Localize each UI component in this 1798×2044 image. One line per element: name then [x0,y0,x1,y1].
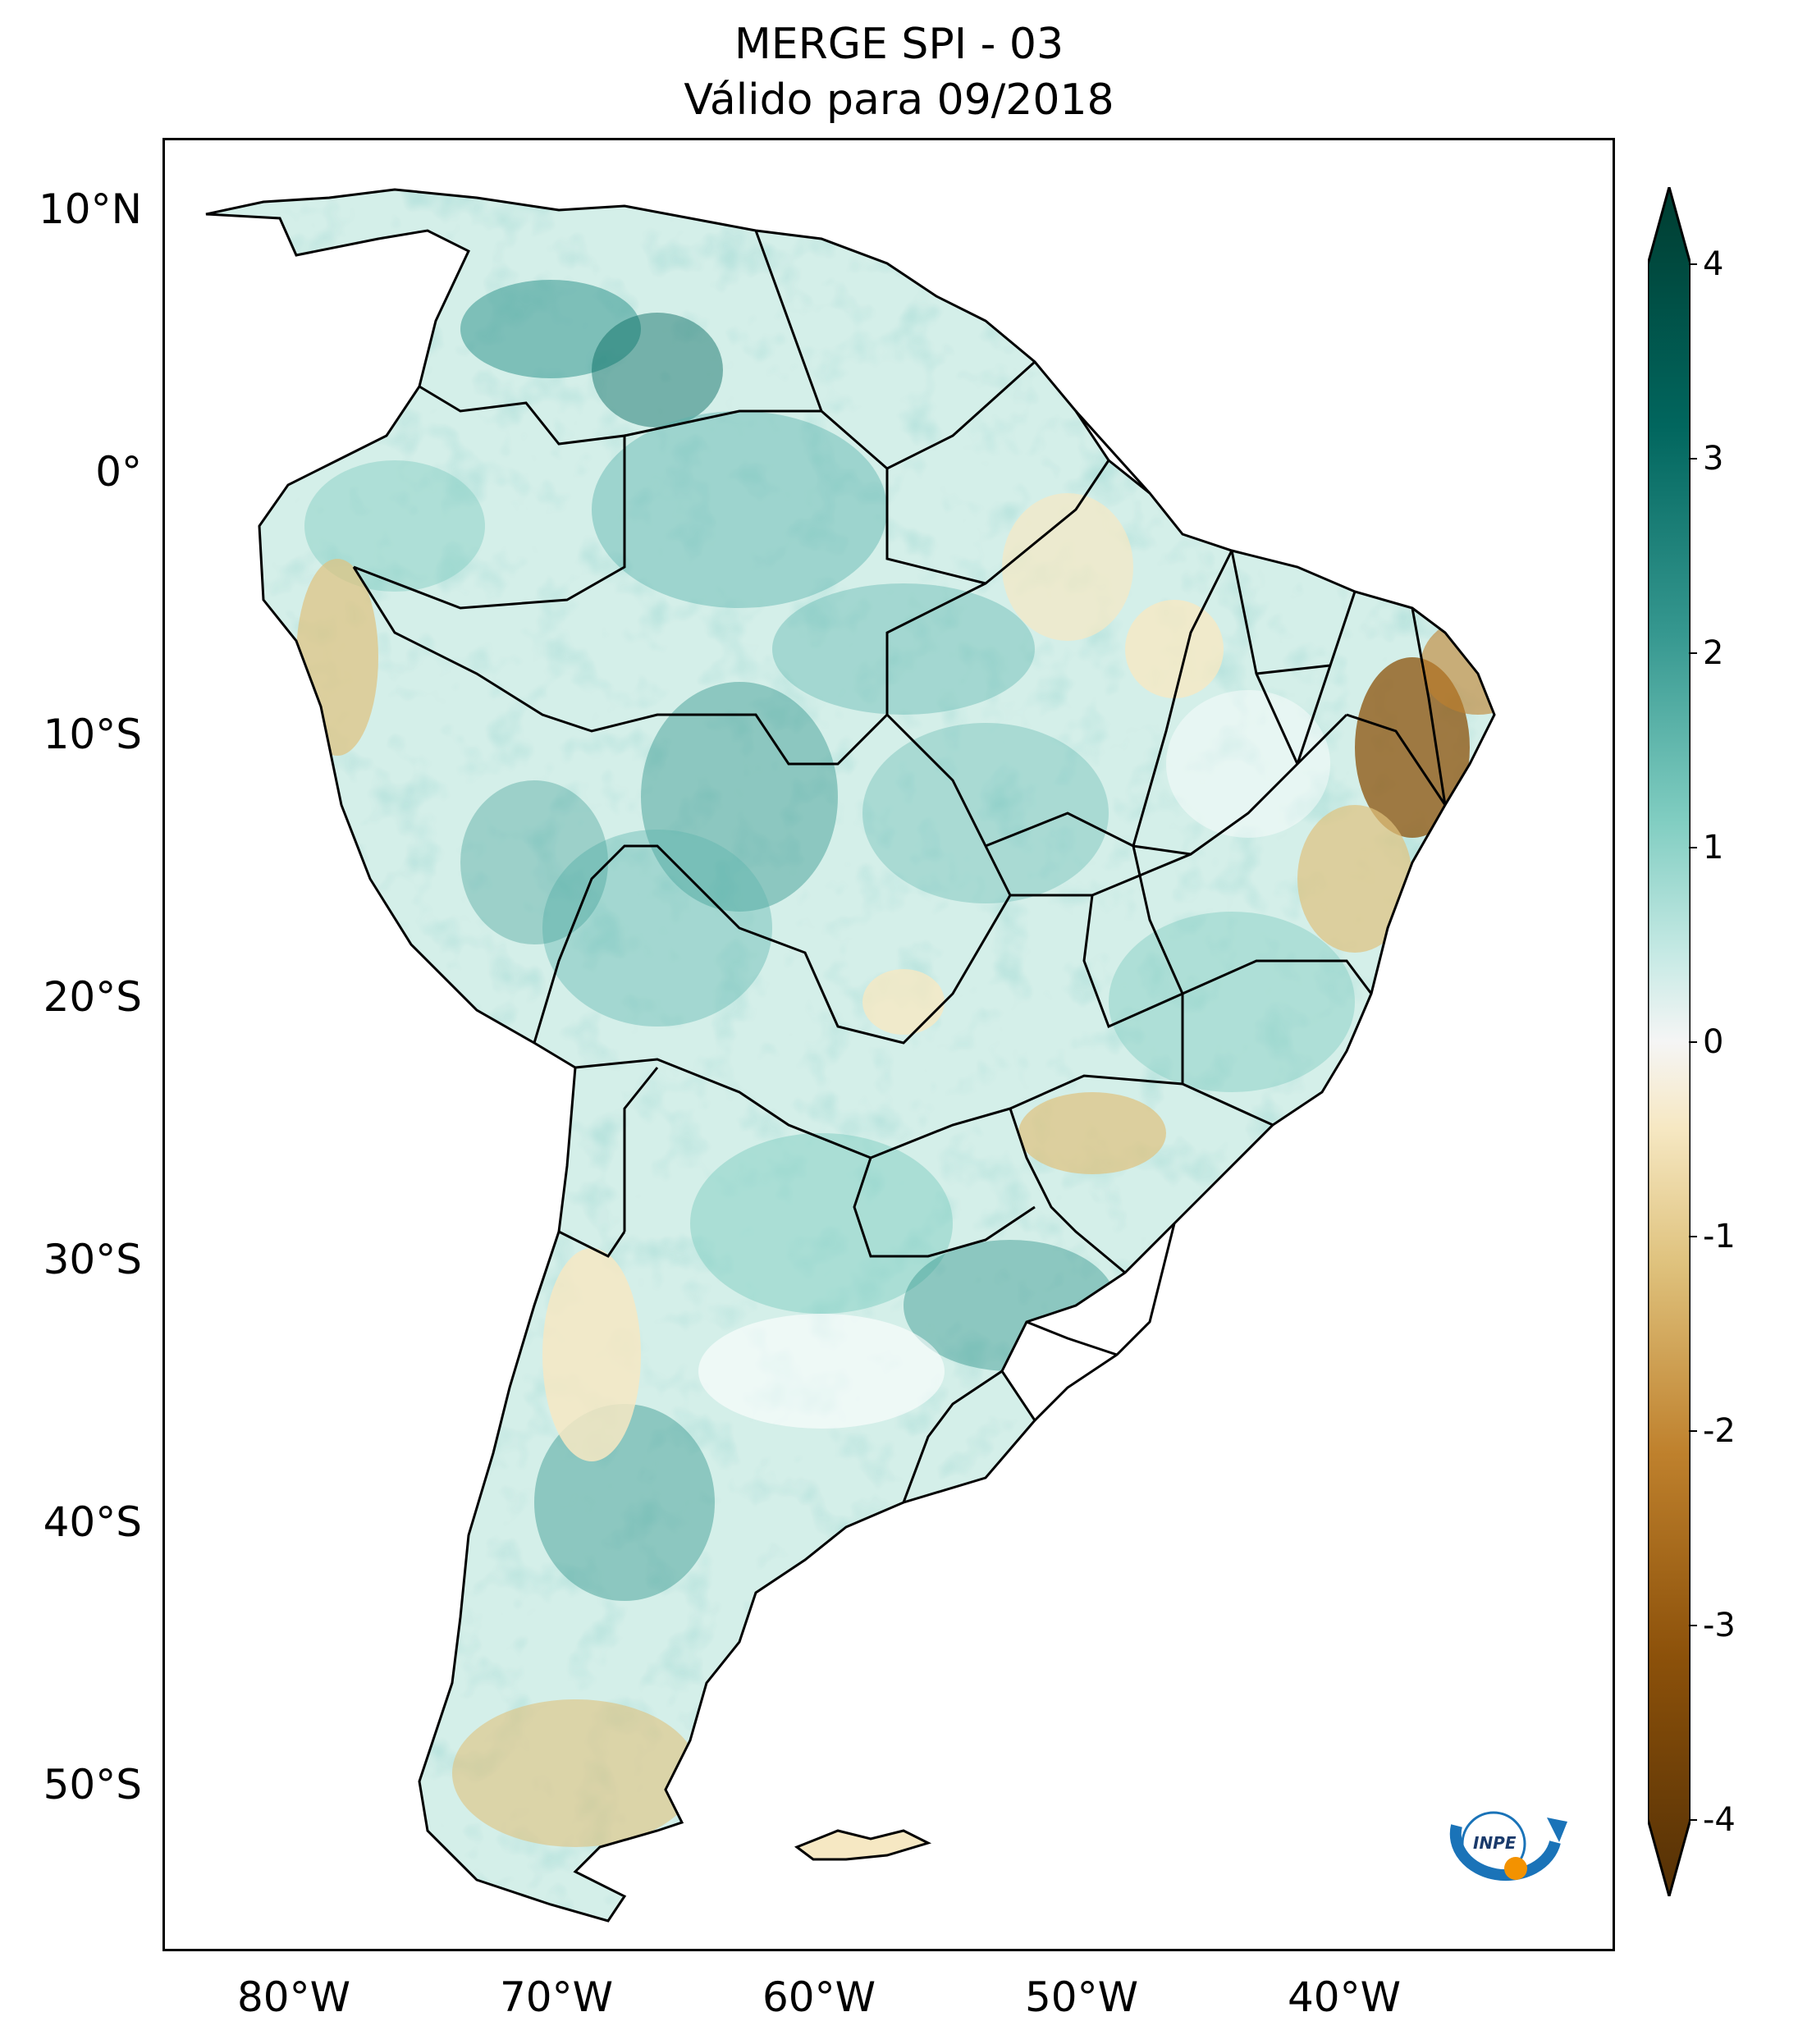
lat-label-40s: 40°S [43,1498,142,1546]
map-panel [162,138,1615,1951]
coastline [205,188,1496,1923]
colorbar-label-neg3: -3 [1703,1607,1736,1644]
falkland-islands [794,1829,932,1861]
lon-label-50w: 50°W [1024,1973,1139,2021]
map-subtitle: Válido para 09/2018 [684,75,1114,125]
colorbar-label-0: 0 [1703,1023,1724,1061]
colorbar-tick-3 [1689,458,1697,460]
lat-label-10n: 10°N [38,185,142,233]
lon-label-80w: 80°W [236,1973,351,2021]
colorbar-label-2: 2 [1703,634,1724,672]
spi-field [206,190,1494,1921]
lat-label-30s: 30°S [43,1236,142,1283]
map-title: MERGE SPI - 03 [734,20,1064,69]
lat-label-0: 0° [95,448,142,496]
colorbar-label-neg4: -4 [1703,1801,1736,1839]
south-america-map [205,188,1496,1923]
inpe-logo: INPE [1449,1811,1567,1882]
colorbar-label-3: 3 [1703,440,1724,478]
colorbar-tick-neg2 [1689,1430,1697,1432]
colorbar [1648,187,1690,1896]
lon-label-40w: 40°W [1287,1973,1402,2021]
political-borders [352,230,1447,1503]
lat-label-50s: 50°S [43,1761,142,1809]
logo-text: INPE [1473,1833,1517,1853]
colorbar-tick-0 [1689,1041,1697,1043]
colorbar-label-neg2: -2 [1703,1412,1736,1450]
lon-label-70w: 70°W [499,1973,614,2021]
colorbar-tick-neg3 [1689,1625,1697,1626]
colorbar-tick-neg1 [1689,1236,1697,1237]
colorbar-label-4: 4 [1703,245,1724,283]
colorbar-tick-2 [1689,652,1697,654]
colorbar-label-neg1: -1 [1703,1218,1736,1255]
colorbar-tick-neg4 [1689,1819,1697,1821]
colorbar-label-1: 1 [1703,829,1724,867]
colorbar-tick-1 [1689,847,1697,848]
lon-label-60w: 60°W [762,1973,876,2021]
lat-label-10s: 10°S [43,711,142,758]
lat-label-20s: 20°S [43,973,142,1021]
colorbar-tick-4 [1689,263,1697,265]
